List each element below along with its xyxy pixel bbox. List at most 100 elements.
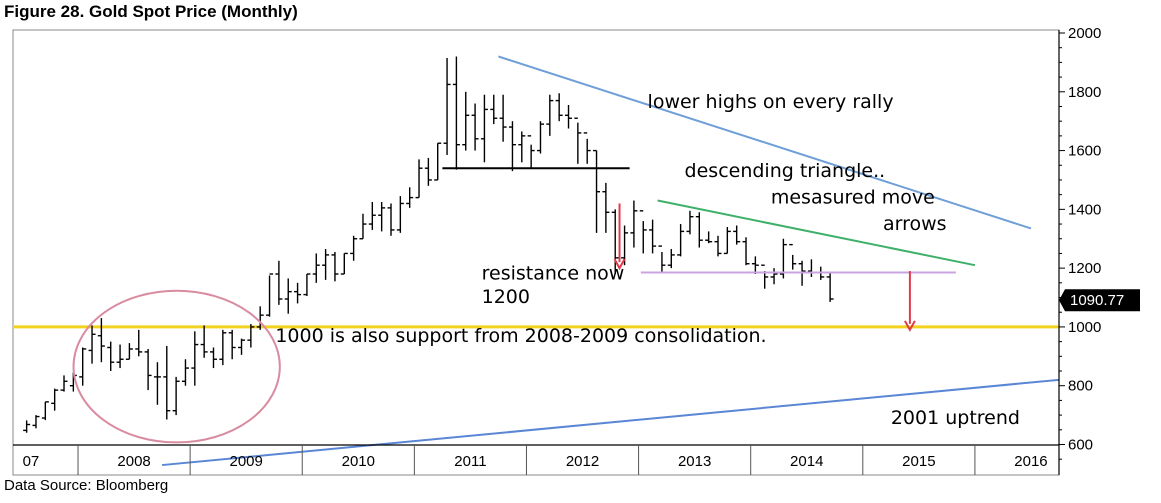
- last-price-marker: [1059, 289, 1140, 312]
- price-bar: [153, 362, 161, 405]
- x-tick-label: 2014: [790, 453, 823, 470]
- annotation-text: arrows: [883, 213, 947, 235]
- price-bar: [396, 196, 404, 233]
- price-bar: [583, 132, 591, 164]
- x-tick-label: 2016: [1014, 453, 1047, 470]
- last-price-label: 1090.77: [1070, 292, 1124, 309]
- price-bar: [471, 103, 479, 151]
- price-bars-layer: [23, 56, 834, 433]
- y-tick-label: 1200: [1068, 260, 1101, 277]
- price-bar: [518, 131, 526, 163]
- price-bar: [172, 376, 180, 416]
- annotation-text: resistance now: [482, 262, 625, 284]
- price-bar: [219, 329, 227, 366]
- price-bar: [452, 56, 460, 170]
- price-bar: [565, 105, 573, 129]
- price-bar: [649, 219, 657, 254]
- lower-highs-trendline: [498, 55, 1032, 230]
- price-bar: [284, 278, 292, 314]
- price-bar: [266, 273, 274, 317]
- price-bar: [490, 94, 498, 125]
- price-bar: [51, 388, 59, 411]
- price-bar: [658, 245, 666, 273]
- price-bar: [350, 235, 358, 261]
- y-tick-label: 1400: [1068, 201, 1101, 218]
- price-bar: [443, 57, 451, 155]
- price-bar: [228, 329, 236, 360]
- price-bar: [686, 210, 694, 235]
- price-bar: [294, 282, 302, 304]
- price-bar: [695, 212, 703, 248]
- x-tick-label: 07: [23, 453, 40, 470]
- price-bar: [387, 203, 395, 236]
- price-bar: [723, 226, 731, 255]
- price-bar: [144, 348, 152, 391]
- price-bar: [125, 343, 133, 360]
- price-bar: [238, 338, 246, 355]
- measured-move-arrow-2: [904, 271, 916, 332]
- price-bar: [630, 200, 638, 248]
- y-tick-label: 800: [1068, 378, 1093, 395]
- price-bar: [667, 249, 675, 269]
- price-bar: [508, 121, 516, 172]
- price-bar: [79, 347, 87, 386]
- arrow-head: [904, 320, 916, 332]
- price-bar: [191, 331, 199, 386]
- price-bar: [574, 117, 582, 164]
- price-bar: [807, 259, 815, 277]
- price-bar: [424, 157, 432, 186]
- x-tick-label: 2009: [230, 453, 263, 470]
- y-tick-label: 1000: [1068, 319, 1101, 336]
- price-bar: [714, 235, 722, 257]
- price-bar: [378, 202, 386, 232]
- y-tick-label: 600: [1068, 436, 1093, 453]
- price-bar: [340, 252, 348, 275]
- price-bar: [368, 202, 376, 230]
- price-bar: [107, 341, 115, 372]
- price-bar: [303, 273, 311, 297]
- price-bar: [593, 149, 601, 233]
- price-bar: [434, 142, 442, 181]
- price-bar: [23, 420, 31, 433]
- price-bar: [209, 347, 217, 369]
- price-bar: [60, 375, 68, 392]
- price-bar: [536, 121, 544, 154]
- consolidation-circle: [72, 289, 281, 444]
- x-tick-label: 2015: [902, 453, 935, 470]
- price-bar: [789, 243, 797, 270]
- price-bar: [97, 318, 105, 363]
- overlay-layer: lower highs on every rally descending tri…: [72, 55, 1032, 444]
- x-tick-label: 2013: [678, 453, 711, 470]
- price-bar: [527, 135, 535, 169]
- data-source: Data Source: Bloomberg: [4, 477, 169, 494]
- price-bar: [462, 91, 470, 151]
- price-bar: [247, 323, 255, 348]
- price-bar: [611, 209, 619, 275]
- annotation-text: 1000 is also support from 2008-2009 cons…: [275, 325, 766, 347]
- price-bar: [163, 346, 171, 420]
- price-bar: [32, 415, 40, 429]
- price-bar: [770, 268, 778, 285]
- price-bar: [88, 325, 96, 364]
- y-tick-label: 1600: [1068, 143, 1101, 160]
- descending-triangle-top: [657, 199, 976, 267]
- annotation-text: 2001 uptrend: [891, 407, 1020, 429]
- price-bar: [135, 329, 143, 357]
- annotation-text: descending triangle..: [685, 160, 886, 182]
- price-bar: [200, 325, 208, 358]
- price-bar: [761, 264, 769, 289]
- x-tick-label: 2012: [566, 453, 599, 470]
- uptrend-2001: [162, 378, 1060, 467]
- price-bar: [555, 93, 563, 122]
- guide-lines-layer: [13, 325, 1060, 467]
- y-tick-label: 1800: [1068, 84, 1101, 101]
- y-tick-label: 2000: [1068, 25, 1101, 42]
- price-bar: [751, 256, 759, 275]
- measured-move-arrow-1: [613, 203, 626, 271]
- price-bar: [826, 272, 834, 302]
- price-bar: [499, 94, 507, 142]
- price-bar: [480, 94, 488, 163]
- arrow-head: [613, 258, 626, 271]
- price-bar: [639, 210, 647, 254]
- price-bar: [322, 249, 330, 280]
